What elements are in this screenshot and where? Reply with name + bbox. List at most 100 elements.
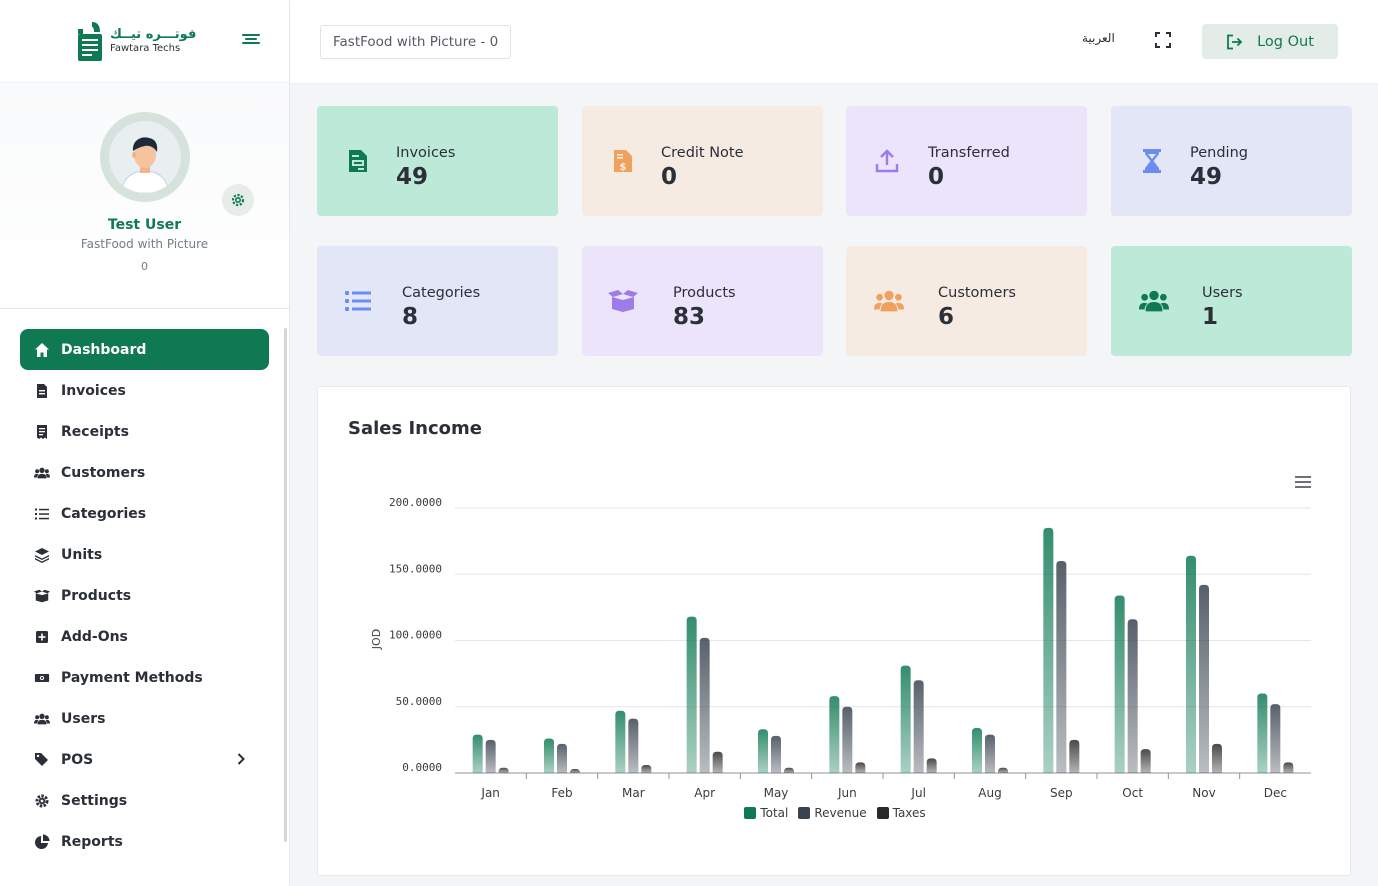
stat-card-label: Categories [402,285,481,301]
fullscreen-icon[interactable] [1154,31,1172,49]
avatar[interactable] [100,112,190,202]
sidebar-item-dashboard[interactable]: Dashboard [20,329,269,370]
bar-total-oct [1114,595,1125,773]
sidebar-item-receipts[interactable]: Receipts [20,411,269,452]
receipt-icon [34,424,50,440]
sidebar-item-users[interactable]: Users [20,698,269,739]
sidebar-item-label: Categories [61,505,147,522]
sidebar-item-payment-methods[interactable]: Payment Methods [20,657,269,698]
bar-total-may [758,729,768,773]
stat-card-label: Pending [1190,145,1248,161]
x-tick-label: Sep [1050,786,1073,800]
logout-button[interactable]: Log Out [1202,24,1338,59]
language-switch[interactable]: العربية [1082,31,1115,45]
gear-icon [34,793,50,809]
sales-income-chart: 0.0000 50.0000 100.0000 150.0000 200.0000 JOD… [370,496,1311,800]
bar-taxes-dec [1283,762,1294,773]
sidebar-toggle-button[interactable] [242,34,260,48]
sidebar-item-settings[interactable]: Settings [20,780,269,821]
sidebar-item-invoices[interactable]: Invoices [20,370,269,411]
bar-taxes-feb [570,769,580,774]
list-icon [34,506,50,522]
fawtara-logo[interactable]: فوتـــره تيــك Fawtara Techs [76,20,196,62]
stat-card-credit-note[interactable]: $ Credit Note 0 [582,106,823,216]
y-tick-label: 150.0000 [389,562,442,575]
stat-card-transferred[interactable]: Transferred 0 [846,106,1087,216]
stat-card-categories[interactable]: Categories 8 [317,246,558,356]
stat-card-label: Users [1202,285,1243,301]
stat-card-products[interactable]: Products 83 [582,246,823,356]
sidebar-item-categories[interactable]: Categories [20,493,269,534]
logout-icon [1227,34,1243,49]
bar-total-feb [544,738,554,773]
stat-card-pending[interactable]: Pending 49 [1111,106,1352,216]
user-company: FastFood with Picture [80,237,209,251]
stat-card-invoices[interactable]: Invoices 49 [317,106,558,216]
profile-panel: Test User FastFood with Picture 0 [0,83,289,309]
profile-settings-button[interactable] [222,184,254,216]
x-tick-label: Jan [480,786,500,800]
sidebar-item-label: Receipts [61,423,129,440]
sidebar-item-pos[interactable]: POS [20,739,269,780]
sidebar-item-reports[interactable]: Reports [20,821,269,862]
sidebar-item-add-ons[interactable]: Add-Ons [20,616,269,657]
sidebar-item-label: Reports [61,833,123,850]
logo-mark-icon [76,20,104,62]
box-icon [34,588,50,604]
bar-taxes-may [784,767,794,773]
logout-label: Log Out [1257,33,1314,50]
stat-card-label: Credit Note [661,145,744,161]
stat-card-value: 8 [402,304,419,330]
sidebar-item-label: Units [61,546,103,563]
user-avatar-icon [120,137,170,193]
x-tick-label: Jun [837,786,857,800]
pie-chart-icon [34,834,50,850]
x-tick-label: Nov [1192,786,1215,800]
stat-card-label: Transferred [928,145,1010,161]
money-icon [34,670,50,686]
chart-menu-icon[interactable] [1295,476,1311,488]
stat-card-customers[interactable]: Customers 6 [846,246,1087,356]
x-tick-label: Oct [1122,786,1143,800]
x-tick-label: Apr [694,786,715,800]
user-branch: 0 [141,260,148,273]
users-icon [34,711,50,727]
logo-english-text: Fawtara Techs [110,43,181,54]
invoice-icon [343,146,373,176]
bar-taxes-jun [855,762,866,773]
legend-item-total[interactable]: Total [744,806,788,820]
users-icon [874,286,904,316]
sidebar: فوتـــره تيــك Fawtara Techs [0,0,290,886]
sidebar-item-units[interactable]: Units [20,534,269,575]
bar-taxes-mar [641,765,652,773]
legend-item-taxes[interactable]: Taxes [876,806,926,820]
sidebar-scrollbar[interactable] [284,328,287,842]
x-tick-label: May [764,786,789,800]
sidebar-menu: Dashboard Invoices Receipts Customers Ca… [20,329,269,862]
stat-card-users[interactable]: Users 1 [1111,246,1352,356]
bar-taxes-oct [1140,749,1151,773]
sidebar-item-label: Customers [61,464,146,481]
y-axis-label: JOD [370,629,383,650]
plus-square-icon [34,629,50,645]
chart-legend: Total Revenue Taxes [318,806,1352,820]
bar-revenue-aug [985,734,995,773]
bar-revenue-mar [628,718,639,773]
sales-income-panel: Sales Income 0.0000 50.0000 100.0000 150.00… [317,386,1351,876]
company-select[interactable]: FastFood with Picture - 0 [320,25,512,59]
file-icon [34,383,50,399]
y-tick-label: 200.0000 [389,496,442,509]
sidebar-item-label: Add-Ons [61,628,128,645]
legend-label: Total [760,806,789,820]
bar-total-jul [900,665,911,773]
stat-card-value: 83 [673,304,706,330]
layers-icon [34,547,50,563]
bar-total-mar [615,710,626,773]
sidebar-item-customers[interactable]: Customers [20,452,269,493]
stat-card-value: 49 [396,164,429,190]
sidebar-item-label: Invoices [61,382,126,399]
sidebar-item-products[interactable]: Products [20,575,269,616]
legend-item-revenue[interactable]: Revenue [798,806,867,820]
chevron-right-icon [237,753,245,769]
legend-label: Taxes [892,806,926,820]
